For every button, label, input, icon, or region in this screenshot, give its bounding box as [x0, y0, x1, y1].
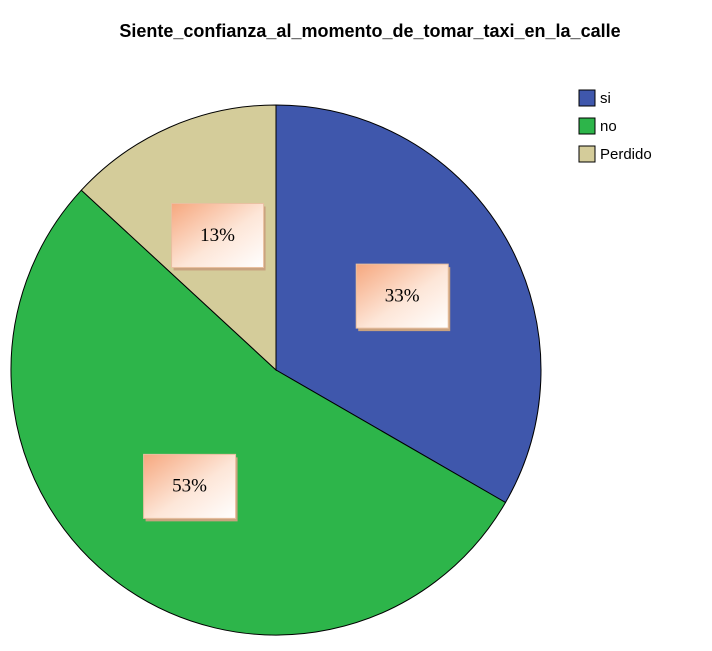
label-box	[143, 453, 237, 519]
value-label: 13%	[200, 225, 235, 246]
legend-swatch	[578, 89, 596, 107]
legend-label: no	[600, 118, 617, 135]
legend-swatch	[578, 145, 596, 163]
legend-swatch	[578, 117, 596, 135]
value-label: 33%	[385, 285, 420, 306]
label-box	[355, 263, 449, 329]
legend-label: si	[600, 90, 611, 107]
legend-label: Perdido	[600, 146, 652, 163]
pie-slice	[10, 189, 507, 636]
chart-title: Siente_confianza_al_momento_de_tomar_tax…	[119, 21, 620, 41]
value-label: 53%	[172, 476, 207, 497]
label-box	[171, 202, 265, 268]
